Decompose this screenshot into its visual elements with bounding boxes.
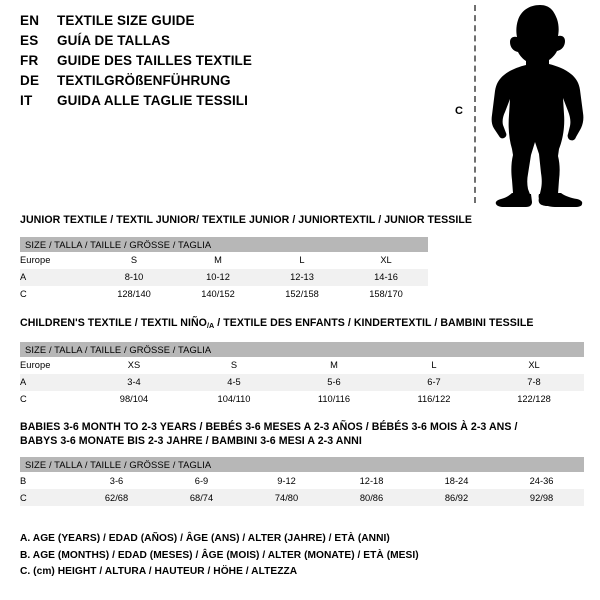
table-cell: 152/158: [260, 285, 344, 303]
table-cell: XL: [344, 251, 429, 269]
language-row: EN TEXTILE SIZE GUIDE: [20, 13, 420, 33]
legend-line-c: C. (cm) HEIGHT / ALTURA / HAUTEUR / HÖHE…: [20, 566, 298, 577]
row-label: B: [20, 472, 74, 489]
table-cell: 18-24: [414, 472, 499, 489]
table-cell: 5-6: [284, 373, 384, 391]
table-cell: 104/110: [184, 390, 284, 408]
language-title: TEXTILE SIZE GUIDE: [57, 13, 195, 28]
table-cell: 4-5: [184, 373, 284, 391]
language-title: GUÍA DE TALLAS: [57, 33, 171, 48]
table-cell: 140/152: [176, 285, 260, 303]
table-cell: 14-16: [344, 268, 429, 286]
table-cell: S: [92, 251, 176, 269]
table-cell: 122/128: [484, 390, 585, 408]
table-cell: 110/116: [284, 390, 384, 408]
table-cell: 3-6: [74, 472, 159, 489]
table-cell: 6-9: [159, 472, 244, 489]
section-title-part: / TEXTILE DES ENFANTS / KINDERTEXTIL / B…: [214, 317, 534, 329]
section-junior: JUNIOR TEXTILE / TEXTIL JUNIOR/ TEXTILE …: [20, 214, 473, 303]
language-title: GUIDE DES TAILLES TEXTILE: [57, 53, 253, 68]
legend-block: A. AGE (YEARS) / EDAD (AÑOS) / ÂGE (ANS)…: [20, 531, 490, 581]
row-label: Europe: [20, 356, 84, 374]
table-cell: 24-36: [499, 472, 585, 489]
table-cell: 8-10: [92, 268, 176, 286]
table-cell: L: [260, 251, 344, 269]
language-code: ES: [20, 33, 39, 48]
legend-line-a: A. AGE (YEARS) / EDAD (AÑOS) / ÂGE (ANS)…: [20, 533, 390, 544]
toddler-silhouette-icon: [491, 5, 584, 207]
table-cell: 116/122: [384, 390, 484, 408]
babies-size-table: SIZE / TALLA / TAILLE / GRÖSSE / TAGLIA …: [20, 457, 585, 506]
section-babies: BABIES 3-6 MONTH TO 2-3 YEARS / BEBÉS 3-…: [20, 421, 585, 506]
section-title-babies-line2: BABYS 3-6 MONATE BIS 2-3 JAHRE / BAMBINI…: [20, 434, 362, 447]
section-title-part: CHILDREN'S TEXTILE / TEXTIL NIÑO: [20, 317, 207, 329]
table-band-row: SIZE / TALLA / TAILLE / GRÖSSE / TAGLIA: [20, 457, 585, 472]
table-cell: L: [384, 356, 484, 374]
table-cell: 158/170: [344, 285, 429, 303]
table-band-row: SIZE / TALLA / TAILLE / GRÖSSE / TAGLIA: [20, 236, 429, 252]
table-cell: 68/74: [159, 489, 244, 506]
table-cell: XL: [484, 356, 585, 374]
table-row: C 98/104 104/110 110/116 116/122 122/128: [20, 390, 585, 408]
language-code: DE: [20, 73, 40, 88]
section-title-children: CHILDREN'S TEXTILE / TEXTIL NIÑO/A / TEX…: [20, 317, 584, 333]
table-band-row: SIZE / TALLA / TAILLE / GRÖSSE / TAGLIA: [20, 341, 585, 357]
table-cell: 3-4: [84, 373, 184, 391]
table-row: A 8-10 10-12 12-13 14-16: [20, 268, 429, 286]
table-cell: 98/104: [84, 390, 184, 408]
table-row: B 3-6 6-9 9-12 12-18 18-24 24-36: [20, 472, 585, 489]
row-label: A: [20, 268, 92, 286]
language-row: DE TEXTILGRÖßENFÜHRUNG: [20, 73, 420, 93]
table-cell: 12-13: [260, 268, 344, 286]
children-size-table: SIZE / TALLA / TAILLE / GRÖSSE / TAGLIA …: [20, 341, 585, 408]
language-code: IT: [20, 93, 33, 108]
table-cell: 6-7: [384, 373, 484, 391]
table-cell: S: [184, 356, 284, 374]
language-title: GUIDA ALLE TAGLIE TESSILI: [57, 93, 248, 108]
language-code: FR: [20, 53, 39, 68]
junior-size-table: SIZE / TALLA / TAILLE / GRÖSSE / TAGLIA …: [20, 236, 429, 303]
table-cell: 10-12: [176, 268, 260, 286]
language-row: IT GUIDA ALLE TAGLIE TESSILI: [20, 93, 420, 113]
section-children: CHILDREN'S TEXTILE / TEXTIL NIÑO/A / TEX…: [20, 317, 585, 408]
table-cell: M: [284, 356, 384, 374]
table-row: A 3-4 4-5 5-6 6-7 7-8: [20, 373, 585, 391]
height-figure: C: [440, 0, 600, 212]
section-title-subscript: /A: [206, 321, 215, 330]
band-label: SIZE / TALLA / TAILLE / GRÖSSE / TAGLIA: [20, 236, 429, 252]
table-cell: 74/80: [244, 489, 329, 506]
table-row: Europe XS S M L XL: [20, 356, 585, 374]
table-cell: 7-8: [484, 373, 585, 391]
table-cell: M: [176, 251, 260, 269]
language-code: EN: [20, 13, 40, 28]
table-row: Europe S M L XL: [20, 251, 429, 269]
table-cell: 86/92: [414, 489, 499, 506]
height-line-label: C: [455, 105, 463, 117]
band-label: SIZE / TALLA / TAILLE / GRÖSSE / TAGLIA: [20, 457, 585, 472]
row-label: C: [20, 390, 84, 408]
table-cell: 12-18: [329, 472, 414, 489]
table-cell: XS: [84, 356, 184, 374]
table-cell: 92/98: [499, 489, 585, 506]
legend-line-b: B. AGE (MONTHS) / EDAD (MESES) / ÂGE (MO…: [20, 549, 419, 561]
section-title-babies-line1: BABIES 3-6 MONTH TO 2-3 YEARS / BEBÉS 3-…: [20, 421, 518, 433]
row-label: Europe: [20, 251, 92, 269]
height-dashed-line: [474, 5, 476, 203]
language-title: TEXTILGRÖßENFÜHRUNG: [57, 73, 231, 88]
table-cell: 9-12: [244, 472, 329, 489]
table-cell: 128/140: [92, 285, 176, 303]
row-label: C: [20, 489, 74, 506]
table-row: C 62/68 68/74 74/80 80/86 86/92 92/98: [20, 489, 585, 506]
table-cell: 62/68: [74, 489, 159, 506]
language-header: EN TEXTILE SIZE GUIDE ES GUÍA DE TALLAS …: [20, 13, 420, 113]
row-label: C: [20, 285, 92, 303]
band-label: SIZE / TALLA / TAILLE / GRÖSSE / TAGLIA: [20, 341, 585, 357]
section-title-junior: JUNIOR TEXTILE / TEXTIL JUNIOR/ TEXTILE …: [20, 214, 473, 226]
language-row: ES GUÍA DE TALLAS: [20, 33, 420, 53]
row-label: A: [20, 373, 84, 391]
table-cell: 80/86: [329, 489, 414, 506]
table-row: C 128/140 140/152 152/158 158/170: [20, 285, 429, 303]
language-row: FR GUIDE DES TAILLES TEXTILE: [20, 53, 420, 73]
